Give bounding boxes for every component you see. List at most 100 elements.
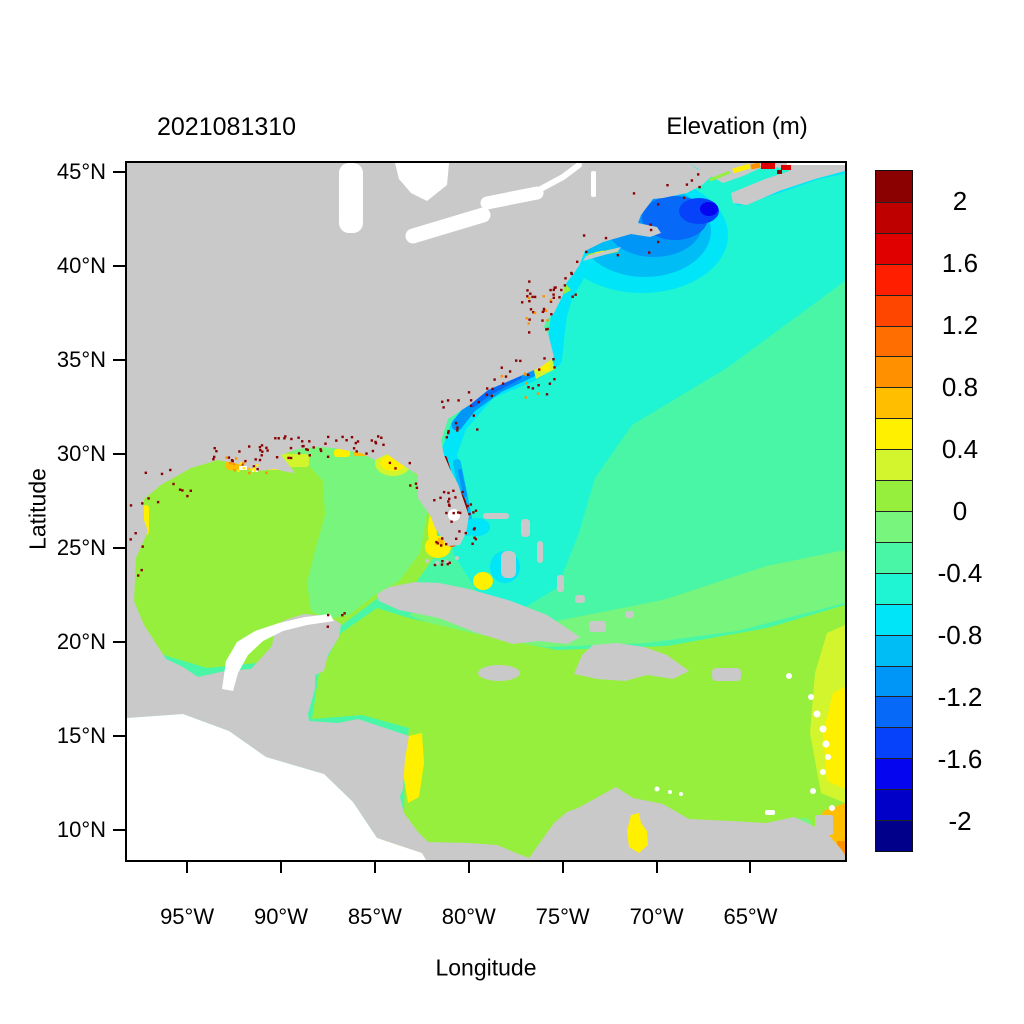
colorbar-segment bbox=[876, 201, 912, 233]
abaco bbox=[521, 519, 530, 537]
cuba bbox=[377, 582, 580, 644]
colorbar-segment bbox=[876, 541, 912, 573]
everglades-yellow-crescent bbox=[427, 513, 442, 553]
nova-scotia bbox=[731, 163, 845, 205]
region-caribbean bbox=[312, 605, 845, 860]
nicaragua-yellow-band bbox=[403, 733, 424, 803]
y-axis-tick-label: 45°N bbox=[56, 159, 106, 185]
region-nw-atlantic bbox=[453, 163, 845, 611]
st-lawrence-river bbox=[534, 163, 582, 194]
colorbar-segment bbox=[876, 634, 912, 666]
campeche-bank-gap bbox=[222, 614, 334, 691]
x-axis-tick bbox=[186, 860, 189, 873]
y-axis-tick-label: 30°N bbox=[56, 441, 106, 467]
y-axis-tick bbox=[113, 828, 127, 831]
x-axis-tick-label: 75°W bbox=[535, 904, 590, 929]
x-axis-tick-label: 90°W bbox=[253, 904, 308, 929]
colorbar-segment bbox=[876, 449, 912, 481]
plot-timestamp-title: 2021081310 bbox=[157, 113, 297, 141]
colorbar-tick-label: 1.2 bbox=[941, 310, 979, 340]
colorbar-segment bbox=[876, 696, 912, 728]
pamlico-yellow bbox=[537, 363, 549, 371]
y-axis-tick bbox=[113, 640, 127, 643]
pacific-no-data bbox=[127, 714, 426, 860]
new-brunswick-strip bbox=[689, 163, 845, 183]
lake-maracaibo-yellow bbox=[627, 813, 648, 853]
x-axis-tick-label: 80°W bbox=[441, 904, 496, 929]
y-axis-tick-label: 35°N bbox=[56, 347, 106, 373]
colorbar-segment bbox=[876, 510, 912, 542]
y-axis-tick bbox=[113, 171, 127, 174]
hispaniola bbox=[574, 643, 689, 681]
colorbar-segment bbox=[876, 418, 912, 450]
colorbar-segment bbox=[876, 727, 912, 759]
y-axis-tick bbox=[113, 546, 127, 549]
lake-okeechobee bbox=[448, 509, 460, 521]
colorbar-tick-label: 0.8 bbox=[941, 372, 979, 402]
colorbar-segment bbox=[876, 758, 912, 790]
jamaica bbox=[478, 665, 520, 681]
puerto-rico bbox=[712, 668, 741, 681]
fundy-orange-streak bbox=[750, 163, 761, 170]
y-axis-tick-label: 40°N bbox=[56, 253, 106, 279]
mainland-north-central-america bbox=[127, 163, 845, 860]
colorbar-tick-label: -0.4 bbox=[937, 558, 983, 588]
grand-bahama bbox=[483, 513, 509, 519]
fundy-green-streak bbox=[709, 170, 731, 182]
x-axis-tick-label: 85°W bbox=[347, 904, 402, 929]
colorbar-segment bbox=[876, 820, 912, 851]
gulf-of-maine-core bbox=[700, 202, 718, 216]
x-axis-tick bbox=[279, 860, 282, 873]
lake-champlain bbox=[591, 171, 596, 197]
colorbar-segment bbox=[876, 387, 912, 419]
long-island-bahamas bbox=[557, 575, 564, 592]
lesser-antilles-islands bbox=[654, 673, 835, 815]
colorbar-tick-label: -1.6 bbox=[937, 744, 983, 774]
andros bbox=[501, 551, 516, 578]
colorbar-segment bbox=[876, 171, 912, 202]
x-axis-tick bbox=[561, 860, 564, 873]
lake-ontario bbox=[480, 186, 544, 210]
x-axis-tick bbox=[749, 860, 752, 873]
pensacola-yellow bbox=[334, 449, 350, 457]
trinidad bbox=[815, 815, 833, 835]
colorbar-segment bbox=[876, 789, 912, 821]
colorbar-title: Elevation (m) bbox=[666, 113, 808, 140]
long-island bbox=[583, 247, 621, 261]
x-axis-title: Longitude bbox=[435, 954, 537, 981]
x-axis-tick-label: 65°W bbox=[723, 904, 778, 929]
colorbar-segment bbox=[876, 480, 912, 511]
x-axis-tick-label: 70°W bbox=[629, 904, 684, 929]
northwest-providence-cyan bbox=[464, 518, 490, 536]
map-plot-area bbox=[125, 161, 847, 862]
region-east-gulf-lobe bbox=[287, 436, 427, 619]
colorbar-tick-label: 0 bbox=[952, 496, 968, 526]
elevation-colorbar bbox=[875, 170, 913, 852]
eleuthera bbox=[537, 541, 543, 563]
x-axis-tick bbox=[655, 860, 658, 873]
antilles-east-band-yellow bbox=[823, 687, 845, 789]
colorbar-tick-label: -2 bbox=[948, 806, 972, 836]
colorbar-tick-label: 0.4 bbox=[941, 434, 979, 464]
y-axis-tick-label: 25°N bbox=[56, 534, 106, 560]
y-axis-tick bbox=[113, 265, 127, 268]
colorbar-tick-label: -1.2 bbox=[937, 682, 983, 712]
x-axis-tick bbox=[373, 860, 376, 873]
elevation-map bbox=[127, 163, 845, 860]
minas-red-2 bbox=[781, 165, 791, 170]
minas-basin-red bbox=[761, 163, 775, 169]
coastal-speckle-layer bbox=[129, 173, 701, 628]
colorbar-segment bbox=[876, 603, 912, 635]
colorbar-tick-label: -0.8 bbox=[937, 620, 983, 650]
colorbar-segment bbox=[876, 356, 912, 388]
y-axis-tick bbox=[113, 734, 127, 737]
y-axis-tick-label: 15°N bbox=[56, 722, 106, 748]
gulf-st-lawrence-strip bbox=[787, 163, 845, 165]
minas-dark-red-dot bbox=[777, 170, 782, 174]
lake-huron bbox=[395, 163, 449, 201]
colorbar-segment bbox=[876, 572, 912, 604]
lake-michigan bbox=[339, 163, 363, 233]
colorbar-tick-label: 2 bbox=[952, 186, 968, 216]
florida-east-blue-core bbox=[458, 469, 467, 497]
